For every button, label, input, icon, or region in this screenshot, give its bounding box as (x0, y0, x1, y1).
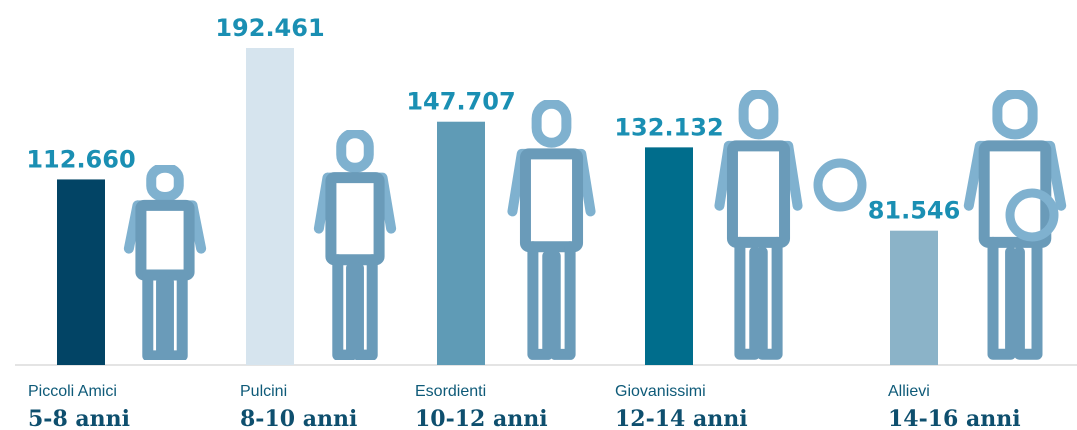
chart: 112.660 Piccoli Amici 5-8 anni 192.461 Pulci… (0, 0, 1077, 430)
age-label: 8-10 anni (240, 406, 357, 430)
category-label: Giovanissimi (615, 383, 706, 400)
age-label: 5-8 anni (28, 406, 130, 430)
figure (319, 133, 391, 355)
age-label: 14-16 anni (888, 406, 1021, 430)
age-label: 10-12 anni (415, 406, 548, 430)
category-label: Allievi (888, 383, 930, 400)
category-label: Piccoli Amici (28, 383, 117, 400)
bar (645, 147, 693, 365)
bar (437, 122, 485, 365)
value-label: 147.707 (406, 88, 515, 116)
bar (246, 48, 294, 365)
age-label: 12-14 anni (615, 406, 748, 430)
bar (890, 231, 938, 365)
value-label: 132.132 (614, 113, 723, 141)
figure (129, 168, 201, 356)
value-label: 81.546 (868, 197, 961, 225)
figure (719, 94, 797, 354)
figure (512, 104, 590, 355)
value-label: 112.660 (26, 145, 135, 173)
ball (818, 163, 862, 207)
category-label: Esordienti (415, 383, 486, 400)
category-label: Pulcini (240, 383, 287, 400)
value-label: 192.461 (215, 14, 324, 42)
bar (57, 179, 105, 365)
